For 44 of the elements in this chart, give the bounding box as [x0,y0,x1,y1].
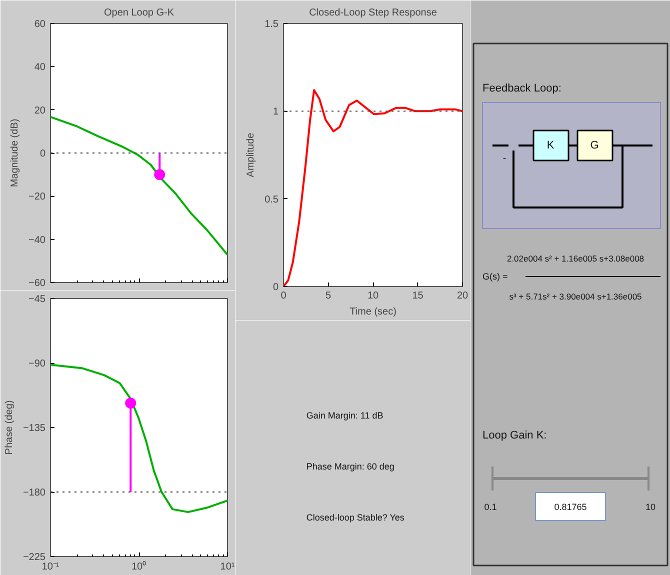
y-tick-label: 40 [34,62,46,74]
text: K [546,140,555,152]
y-tick-label: 0.5 [264,194,279,206]
y-tick-label: −135 [22,423,46,434]
x-tick-label: 15 [412,290,424,302]
text: 2.02e004 s² + 1.16e005 s+3.08e008 [506,254,644,264]
text: s³ + 5.71s² + 3.90e004 s+1.36e005 [509,292,642,302]
y-tick-label: 20 [34,105,46,116]
y-axis-title: Amplitude [246,132,257,178]
x-tick-label: 10 [367,290,379,302]
text: Closed-loop Stable? Yes [306,512,405,522]
text: Feedback Loop: [482,82,562,94]
x-tick-label: 10⁻¹ [42,562,60,572]
y-tick-label: −20 [28,192,46,203]
text: Gain Margin: 11 dB [306,410,384,420]
y-tick-label: 1 [272,106,279,118]
text: G(s) = [482,272,508,282]
y-tick-label: −180 [22,488,46,498]
text: Loop Gain K: [482,430,547,442]
x-tick-label: 10⁰ [131,560,147,572]
y-tick-label: 0 [40,148,46,160]
text: - [502,153,506,164]
text: 0.81765 [554,502,587,512]
text: G [590,140,599,152]
text: Phase Margin: 60 deg [306,462,394,472]
text: 10 [645,502,656,512]
text: 0.1 [484,502,497,512]
y-axis-title: Magnitude (dB) [10,118,21,188]
chart-title: Open Loop G-K [104,8,174,18]
x-axis-title: Time (sec) [350,306,396,318]
y-tick-label: −225 [22,552,46,563]
y-tick-label: 0 [272,282,279,293]
x-tick-label: 0 [280,290,287,302]
x-tick-label: 5 [325,290,332,302]
y-tick-label: −40 [28,234,46,246]
y-tick-label: −90 [28,358,46,370]
y-tick-label: 60 [34,19,46,30]
y-tick-label: 1.5 [264,19,279,30]
y-axis-title: Phase (deg) [4,400,15,455]
y-tick-label: −60 [28,278,46,289]
chart-title: Closed-Loop Step Response [309,8,438,18]
y-tick-label: −45 [28,294,46,305]
x-tick-label: 20 [456,290,468,302]
x-tick-label: 10¹ [220,562,236,572]
